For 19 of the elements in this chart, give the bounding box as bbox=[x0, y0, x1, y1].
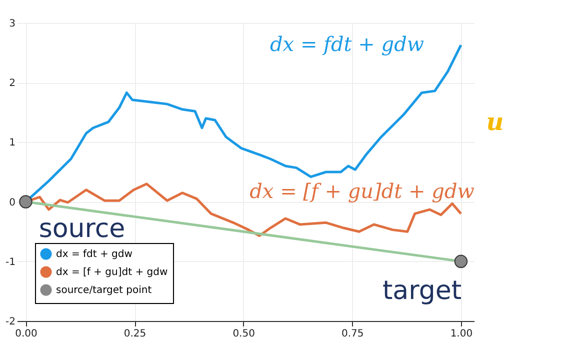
y-tick-label: 1 bbox=[9, 138, 16, 149]
x-tick-label: 1.00 bbox=[450, 328, 473, 340]
y-tick-label: 3 bbox=[9, 18, 16, 30]
x-tick-label: 0.75 bbox=[342, 328, 364, 340]
text: u bbox=[486, 107, 504, 136]
y-tick-label: 0 bbox=[9, 197, 16, 208]
annotation: dx = fdt + gdw bbox=[270, 32, 424, 56]
legend-label: dx = fdt + gdw bbox=[56, 249, 132, 260]
annotation: source bbox=[38, 214, 126, 244]
annotation: dx = [f + gu]dt + gdw bbox=[250, 179, 474, 203]
annotation: target bbox=[382, 276, 462, 306]
legend-label: dx = [f + gu]dt + gdw bbox=[56, 267, 168, 278]
legend-label: source/target point bbox=[56, 285, 152, 296]
x-tick-label: 0.50 bbox=[232, 328, 255, 340]
y-tick-label: 2 bbox=[9, 78, 16, 90]
x-tick-label: 0.25 bbox=[124, 328, 146, 340]
y-tick-label: -1 bbox=[6, 256, 16, 268]
x-tick-label: 0.00 bbox=[15, 328, 38, 340]
y-tick-label: -2 bbox=[6, 316, 16, 328]
